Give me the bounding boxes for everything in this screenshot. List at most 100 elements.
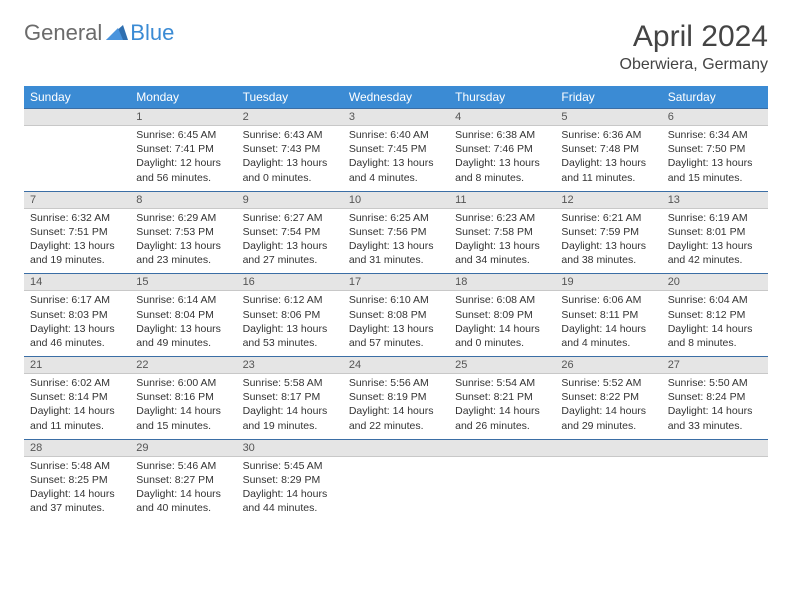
day-number-cell: 27 <box>662 357 768 374</box>
day-content-cell: Sunrise: 6:12 AMSunset: 8:06 PMDaylight:… <box>237 291 343 357</box>
weekday-header: Friday <box>555 86 661 109</box>
sunset-text: Sunset: 8:21 PM <box>455 390 549 404</box>
daylight-text: Daylight: 13 hours and 11 minutes. <box>561 156 655 184</box>
daylight-text: Daylight: 13 hours and 15 minutes. <box>668 156 762 184</box>
month-title: April 2024 <box>620 20 769 54</box>
sunrise-text: Sunrise: 5:58 AM <box>243 376 337 390</box>
day-number-cell <box>24 109 130 126</box>
sunset-text: Sunset: 8:17 PM <box>243 390 337 404</box>
day-number-cell: 6 <box>662 109 768 126</box>
sunset-text: Sunset: 8:29 PM <box>243 473 337 487</box>
daylight-text: Daylight: 13 hours and 34 minutes. <box>455 239 549 267</box>
day-number-cell: 13 <box>662 191 768 208</box>
day-content-cell: Sunrise: 6:10 AMSunset: 8:08 PMDaylight:… <box>343 291 449 357</box>
title-block: April 2024 Oberwiera, Germany <box>620 20 769 74</box>
day-number-row: 14151617181920 <box>24 274 768 291</box>
day-content-cell <box>343 456 449 521</box>
day-content-cell: Sunrise: 6:32 AMSunset: 7:51 PMDaylight:… <box>24 208 130 274</box>
sunrise-text: Sunrise: 6:43 AM <box>243 128 337 142</box>
day-number-cell <box>343 439 449 456</box>
day-number-cell <box>662 439 768 456</box>
daylight-text: Daylight: 14 hours and 44 minutes. <box>243 487 337 515</box>
sunset-text: Sunset: 7:53 PM <box>136 225 230 239</box>
sunrise-text: Sunrise: 6:00 AM <box>136 376 230 390</box>
daylight-text: Daylight: 14 hours and 40 minutes. <box>136 487 230 515</box>
daylight-text: Daylight: 14 hours and 8 minutes. <box>668 322 762 350</box>
sunset-text: Sunset: 8:04 PM <box>136 308 230 322</box>
weekday-header: Thursday <box>449 86 555 109</box>
day-content-cell: Sunrise: 5:48 AMSunset: 8:25 PMDaylight:… <box>24 456 130 521</box>
sunset-text: Sunset: 8:27 PM <box>136 473 230 487</box>
day-content-cell: Sunrise: 6:04 AMSunset: 8:12 PMDaylight:… <box>662 291 768 357</box>
daylight-text: Daylight: 14 hours and 26 minutes. <box>455 404 549 432</box>
day-number-cell: 26 <box>555 357 661 374</box>
daylight-text: Daylight: 14 hours and 29 minutes. <box>561 404 655 432</box>
day-content-cell: Sunrise: 6:43 AMSunset: 7:43 PMDaylight:… <box>237 126 343 192</box>
day-content-cell: Sunrise: 6:40 AMSunset: 7:45 PMDaylight:… <box>343 126 449 192</box>
sunset-text: Sunset: 8:11 PM <box>561 308 655 322</box>
day-content-cell: Sunrise: 6:23 AMSunset: 7:58 PMDaylight:… <box>449 208 555 274</box>
day-number-cell: 10 <box>343 191 449 208</box>
sunrise-text: Sunrise: 6:04 AM <box>668 293 762 307</box>
sunset-text: Sunset: 8:08 PM <box>349 308 443 322</box>
sunrise-text: Sunrise: 6:12 AM <box>243 293 337 307</box>
day-content-cell: Sunrise: 6:25 AMSunset: 7:56 PMDaylight:… <box>343 208 449 274</box>
daylight-text: Daylight: 14 hours and 0 minutes. <box>455 322 549 350</box>
day-number-row: 21222324252627 <box>24 357 768 374</box>
weekday-header: Sunday <box>24 86 130 109</box>
sunrise-text: Sunrise: 6:25 AM <box>349 211 443 225</box>
page-header: General Blue April 2024 Oberwiera, Germa… <box>24 20 768 74</box>
sunset-text: Sunset: 8:19 PM <box>349 390 443 404</box>
day-number-cell: 3 <box>343 109 449 126</box>
daylight-text: Daylight: 13 hours and 53 minutes. <box>243 322 337 350</box>
day-number-cell: 4 <box>449 109 555 126</box>
sunset-text: Sunset: 7:58 PM <box>455 225 549 239</box>
daylight-text: Daylight: 14 hours and 15 minutes. <box>136 404 230 432</box>
sunrise-text: Sunrise: 5:48 AM <box>30 459 124 473</box>
day-content-cell: Sunrise: 5:56 AMSunset: 8:19 PMDaylight:… <box>343 374 449 440</box>
daylight-text: Daylight: 13 hours and 0 minutes. <box>243 156 337 184</box>
day-number-cell: 12 <box>555 191 661 208</box>
daylight-text: Daylight: 13 hours and 38 minutes. <box>561 239 655 267</box>
day-content-cell: Sunrise: 6:34 AMSunset: 7:50 PMDaylight:… <box>662 126 768 192</box>
day-number-cell: 8 <box>130 191 236 208</box>
day-number-cell: 24 <box>343 357 449 374</box>
day-number-cell <box>555 439 661 456</box>
sunrise-text: Sunrise: 6:14 AM <box>136 293 230 307</box>
day-content-cell: Sunrise: 6:45 AMSunset: 7:41 PMDaylight:… <box>130 126 236 192</box>
daylight-text: Daylight: 14 hours and 4 minutes. <box>561 322 655 350</box>
day-number-cell: 29 <box>130 439 236 456</box>
day-content-cell: Sunrise: 6:21 AMSunset: 7:59 PMDaylight:… <box>555 208 661 274</box>
day-number-cell <box>449 439 555 456</box>
sunrise-text: Sunrise: 5:52 AM <box>561 376 655 390</box>
daylight-text: Daylight: 14 hours and 11 minutes. <box>30 404 124 432</box>
sunrise-text: Sunrise: 6:23 AM <box>455 211 549 225</box>
sunrise-text: Sunrise: 6:02 AM <box>30 376 124 390</box>
sunrise-text: Sunrise: 6:38 AM <box>455 128 549 142</box>
sunset-text: Sunset: 8:25 PM <box>30 473 124 487</box>
daylight-text: Daylight: 13 hours and 42 minutes. <box>668 239 762 267</box>
sunset-text: Sunset: 7:54 PM <box>243 225 337 239</box>
day-number-cell: 1 <box>130 109 236 126</box>
day-content-cell: Sunrise: 6:14 AMSunset: 8:04 PMDaylight:… <box>130 291 236 357</box>
sunrise-text: Sunrise: 6:29 AM <box>136 211 230 225</box>
daylight-text: Daylight: 13 hours and 23 minutes. <box>136 239 230 267</box>
day-content-cell: Sunrise: 6:27 AMSunset: 7:54 PMDaylight:… <box>237 208 343 274</box>
day-number-cell: 25 <box>449 357 555 374</box>
day-number-cell: 16 <box>237 274 343 291</box>
day-number-cell: 17 <box>343 274 449 291</box>
calendar-table: Sunday Monday Tuesday Wednesday Thursday… <box>24 86 768 521</box>
weekday-header: Wednesday <box>343 86 449 109</box>
sunrise-text: Sunrise: 6:27 AM <box>243 211 337 225</box>
day-content-cell: Sunrise: 5:52 AMSunset: 8:22 PMDaylight:… <box>555 374 661 440</box>
sunrise-text: Sunrise: 6:19 AM <box>668 211 762 225</box>
weekday-header-row: Sunday Monday Tuesday Wednesday Thursday… <box>24 86 768 109</box>
day-content-row: Sunrise: 6:32 AMSunset: 7:51 PMDaylight:… <box>24 208 768 274</box>
day-content-cell: Sunrise: 6:17 AMSunset: 8:03 PMDaylight:… <box>24 291 130 357</box>
daylight-text: Daylight: 13 hours and 8 minutes. <box>455 156 549 184</box>
sunrise-text: Sunrise: 5:45 AM <box>243 459 337 473</box>
location-label: Oberwiera, Germany <box>620 56 769 74</box>
sunrise-text: Sunrise: 6:36 AM <box>561 128 655 142</box>
day-number-row: 282930 <box>24 439 768 456</box>
day-content-cell: Sunrise: 6:36 AMSunset: 7:48 PMDaylight:… <box>555 126 661 192</box>
